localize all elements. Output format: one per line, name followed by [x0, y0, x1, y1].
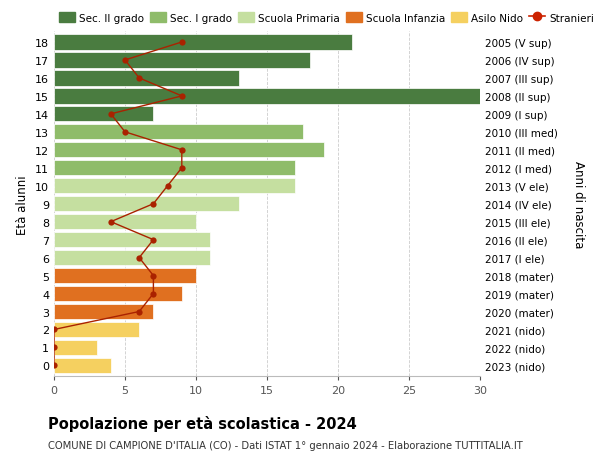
- Bar: [54, 304, 154, 319]
- Text: COMUNE DI CAMPIONE D'ITALIA (CO) - Dati ISTAT 1° gennaio 2024 - Elaborazione TUT: COMUNE DI CAMPIONE D'ITALIA (CO) - Dati …: [48, 440, 523, 450]
- Bar: [54, 89, 480, 104]
- Bar: [54, 269, 196, 284]
- Y-axis label: Età alunni: Età alunni: [16, 174, 29, 234]
- Bar: [54, 125, 302, 140]
- Bar: [54, 251, 210, 266]
- Bar: [54, 53, 310, 68]
- Bar: [54, 322, 139, 337]
- Text: Popolazione per età scolastica - 2024: Popolazione per età scolastica - 2024: [48, 415, 357, 431]
- Bar: [54, 107, 154, 122]
- Bar: [54, 286, 182, 302]
- Bar: [54, 179, 295, 194]
- Y-axis label: Anni di nascita: Anni di nascita: [572, 161, 584, 248]
- Bar: [54, 196, 239, 212]
- Legend: Sec. II grado, Sec. I grado, Scuola Primaria, Scuola Infanzia, Asilo Nido, Stran: Sec. II grado, Sec. I grado, Scuola Prim…: [59, 13, 594, 23]
- Bar: [54, 35, 352, 50]
- Bar: [54, 143, 324, 158]
- Bar: [54, 233, 210, 248]
- Bar: [54, 161, 295, 176]
- Bar: [54, 71, 239, 86]
- Bar: [54, 358, 111, 373]
- Bar: [54, 214, 196, 230]
- Bar: [54, 340, 97, 355]
